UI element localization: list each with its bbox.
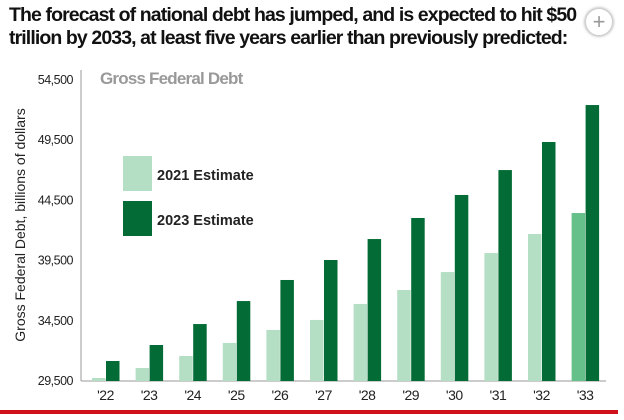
y-tick-label: 44,500 (38, 193, 74, 207)
x-tick-label: '25 (228, 387, 245, 403)
bar-2023-26 (280, 279, 294, 381)
x-tick-label: '29 (402, 387, 419, 403)
bar-2021-22 (92, 377, 106, 381)
bar-2021-30 (440, 272, 455, 381)
bar-2021-31 (484, 253, 498, 381)
x-tick-label: '31 (490, 387, 507, 403)
legend-label-2023: 2023 Estimate (157, 213, 254, 229)
x-tick-label: '27 (315, 387, 332, 403)
bar-2021-23 (135, 367, 150, 381)
legend-label-2021: 2021 Estimate (157, 168, 254, 184)
legend-swatch-2023 (123, 201, 152, 236)
bar-2023-28 (367, 239, 382, 381)
legend-swatch-2021 (123, 156, 152, 191)
x-tick-label: '24 (184, 387, 201, 403)
bar-2023-29 (411, 217, 425, 381)
y-axis-label: Gross Federal Debt, billions of dollars (12, 108, 28, 341)
plus-circle-icon[interactable]: + (585, 8, 613, 36)
x-tick-label: '26 (272, 387, 289, 403)
bar-2021-27 (310, 319, 324, 381)
y-tick-label: 54,500 (38, 73, 74, 87)
y-tick-label: 34,500 (38, 314, 74, 328)
x-tick-label: '30 (446, 387, 463, 403)
y-tick-label: 29,500 (38, 374, 74, 388)
bar-2021-24 (179, 355, 193, 381)
bar-2023-32 (542, 142, 556, 381)
x-tick-label: '23 (141, 387, 158, 403)
bar-2023-30 (454, 194, 469, 381)
x-tick-label: '22 (97, 387, 114, 403)
bar-2021-28 (353, 303, 368, 381)
y-tick-label: 49,500 (38, 133, 74, 147)
bar-2021-26 (266, 329, 280, 381)
x-tick-label: '28 (359, 387, 376, 403)
divider-line (0, 410, 618, 414)
bar-2021-29 (397, 289, 411, 381)
bar-2023-25 (236, 301, 251, 381)
chart-title: Gross Federal Debt (100, 69, 244, 88)
bar-2023-31 (498, 170, 512, 381)
bar-2021-32 (528, 233, 542, 381)
y-tick-label: 39,500 (38, 254, 74, 268)
bar-2021-25 (222, 342, 237, 381)
bar-2023-22 (106, 361, 120, 381)
bar-2023-23 (149, 345, 164, 381)
x-tick-label: '32 (533, 387, 550, 403)
x-tick-label: '33 (577, 387, 594, 403)
headline: The forecast of national debt has jumped… (9, 4, 577, 49)
bar-chart: Gross Federal Debt Gross Federal Debt, b… (12, 69, 606, 403)
bar-2023-27 (324, 259, 338, 381)
bar-2023-33 (585, 105, 600, 381)
bar-2023-24 (193, 324, 207, 381)
bar-2021-33 (571, 213, 586, 381)
